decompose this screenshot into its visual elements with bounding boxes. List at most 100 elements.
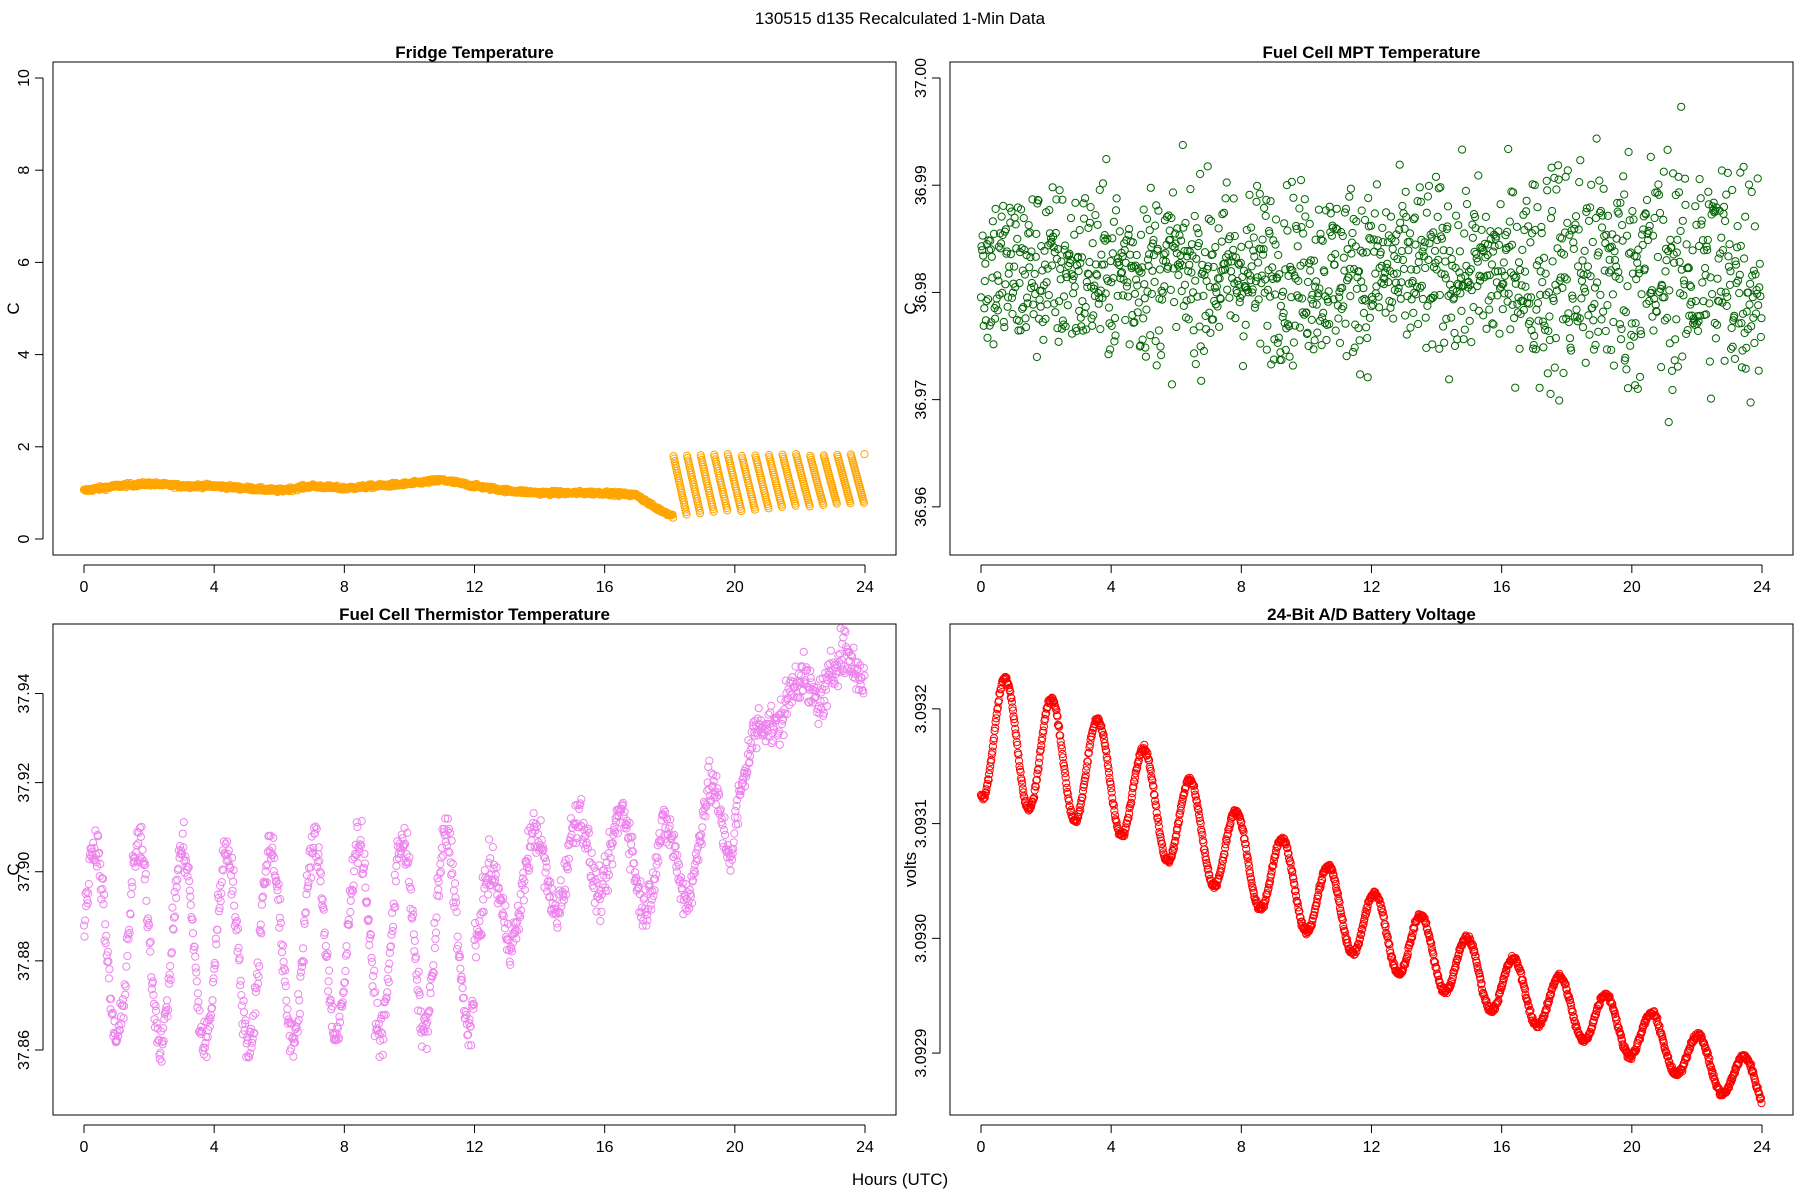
data-point <box>1554 161 1563 170</box>
data-point <box>1433 212 1442 221</box>
data-point <box>1347 249 1356 258</box>
data-point <box>1350 343 1359 352</box>
data-point <box>1498 305 1507 314</box>
data-point <box>1705 299 1714 308</box>
data-point <box>1299 229 1308 238</box>
data-point <box>1056 264 1065 273</box>
data-point <box>1411 240 1420 249</box>
data-point <box>777 502 787 511</box>
data-point <box>1165 226 1174 235</box>
data-point <box>1262 195 1271 204</box>
data-point <box>1744 180 1754 189</box>
data-point <box>1746 279 1755 288</box>
data-point <box>1000 323 1009 332</box>
data-point <box>1588 237 1597 247</box>
data-point <box>1024 221 1033 230</box>
data-point <box>1401 311 1410 320</box>
data-point <box>1603 301 1612 310</box>
data-point <box>1151 221 1160 230</box>
data-point <box>536 816 545 825</box>
data-point <box>1001 280 1010 289</box>
data-point <box>1054 337 1063 346</box>
y-tick-label: 6 <box>16 258 33 267</box>
data-point <box>698 823 707 832</box>
data-point <box>1487 260 1497 269</box>
data-point <box>192 968 201 977</box>
x-tick-label: 12 <box>1363 1139 1381 1156</box>
data-point <box>341 966 350 976</box>
data-point <box>1146 183 1155 192</box>
data-point <box>1719 202 1729 211</box>
data-points <box>79 450 869 522</box>
data-point <box>596 916 605 926</box>
data-point <box>1211 243 1220 252</box>
data-point <box>737 507 746 516</box>
data-point <box>1621 308 1631 317</box>
data-point <box>84 880 94 889</box>
data-point <box>1172 322 1181 332</box>
data-point <box>392 861 401 871</box>
data-point <box>994 276 1003 285</box>
data-point <box>1097 250 1106 259</box>
data-point <box>1357 277 1366 286</box>
data-point <box>1167 380 1177 389</box>
data-point <box>1215 274 1224 283</box>
data-point <box>1237 242 1246 251</box>
data-point <box>1364 194 1373 203</box>
data-point <box>1312 277 1321 286</box>
data-point <box>1066 214 1076 223</box>
y-tick-label: 37.88 <box>16 941 33 981</box>
data-point <box>346 896 355 905</box>
data-point <box>1455 247 1465 256</box>
data-point <box>627 840 636 849</box>
data-point <box>221 839 230 848</box>
data-point <box>141 870 150 879</box>
data-point <box>1615 320 1625 329</box>
data-point <box>1730 354 1740 363</box>
data-point <box>1457 306 1466 315</box>
data-point <box>1514 258 1524 267</box>
data-point <box>980 277 989 286</box>
data-point <box>239 1008 249 1017</box>
data-point <box>1219 208 1229 217</box>
data-point <box>1256 339 1265 348</box>
data-point <box>1533 299 1543 308</box>
data-point <box>1467 338 1476 347</box>
data-point <box>1691 202 1700 211</box>
data-point <box>1019 214 1028 223</box>
data-point <box>1505 217 1514 226</box>
data-point <box>1055 186 1064 195</box>
data-point <box>1102 155 1111 164</box>
chart-title: Fridge Temperature <box>395 43 553 62</box>
data-point <box>1548 206 1557 216</box>
data-point <box>1724 262 1734 271</box>
data-point <box>157 1057 166 1066</box>
data-point <box>1578 256 1587 265</box>
data-point <box>1252 197 1261 206</box>
data-point <box>1696 194 1705 203</box>
data-point <box>1634 245 1643 254</box>
data-point <box>643 916 652 925</box>
data-point <box>1148 266 1157 275</box>
data-point <box>1552 185 1561 194</box>
data-point <box>1585 330 1594 339</box>
data-point <box>370 966 379 975</box>
data-point <box>1258 235 1267 244</box>
data-point <box>1048 183 1057 192</box>
data-point <box>1490 242 1499 251</box>
data-point <box>1597 223 1607 232</box>
data-point <box>1721 216 1730 226</box>
y-tick-label: 8 <box>16 166 33 175</box>
data-point <box>1170 298 1179 307</box>
data-point <box>1401 187 1410 196</box>
data-point <box>1565 334 1575 343</box>
data-point <box>1191 360 1200 369</box>
data-point <box>1289 193 1298 202</box>
data-point <box>166 962 175 971</box>
data-points <box>79 624 869 1066</box>
data-point <box>1044 291 1053 300</box>
data-point <box>1720 356 1729 365</box>
data-point <box>1069 289 1078 298</box>
data-point <box>1732 278 1741 288</box>
